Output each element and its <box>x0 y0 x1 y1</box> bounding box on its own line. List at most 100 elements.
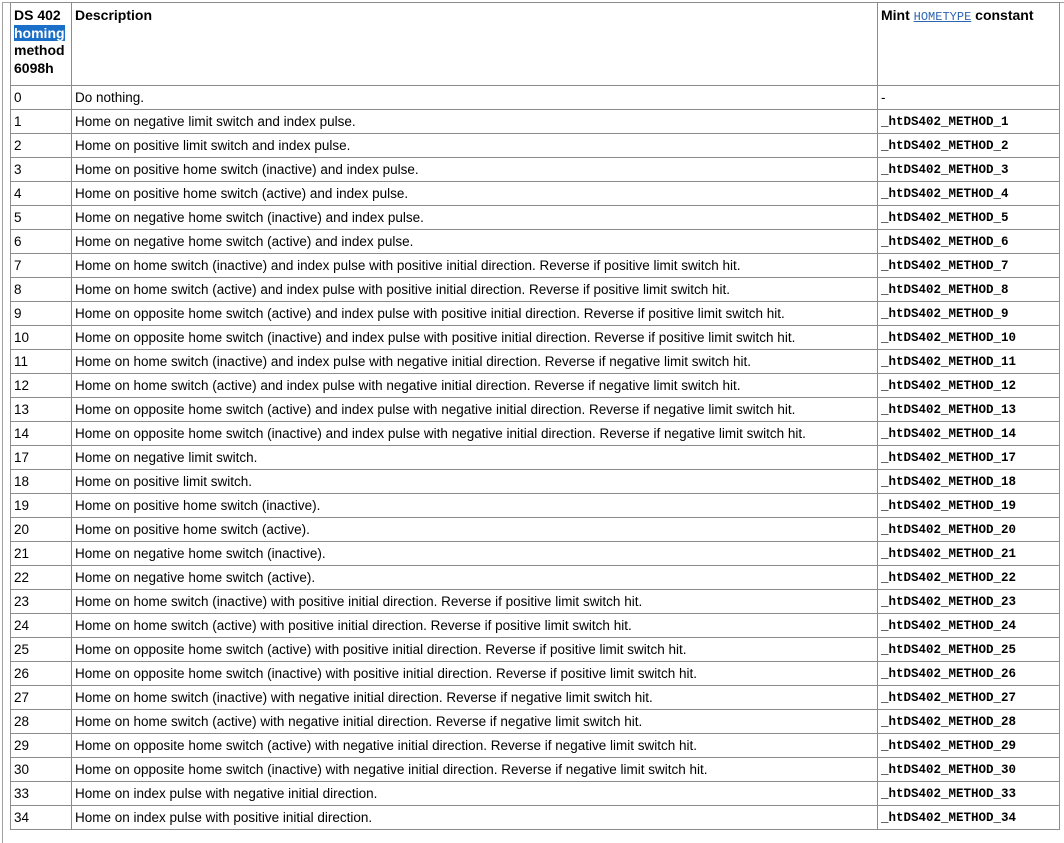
description-cell: Home on opposite home switch (inactive) … <box>71 325 878 350</box>
method-number-cell: 23 <box>10 589 72 614</box>
method-number-cell: 24 <box>10 613 72 638</box>
table-row: 3 Home on positive home switch (inactive)… <box>10 157 1060 182</box>
description-cell: Home on opposite home switch (active) an… <box>71 397 878 422</box>
description-cell: Home on positive limit switch. <box>71 469 878 494</box>
description-cell: Home on home switch (inactive) and index… <box>71 253 878 278</box>
description-cell: Home on opposite home switch (active) an… <box>71 301 878 326</box>
constant-cell: _htDS402_METHOD_11 <box>877 349 1060 374</box>
method-number-cell: 8 <box>10 277 72 302</box>
constant-cell: _htDS402_METHOD_29 <box>877 733 1060 758</box>
description-cell: Home on positive limit switch and index … <box>71 133 878 158</box>
constant-cell: _htDS402_METHOD_18 <box>877 469 1060 494</box>
method-number-cell: 6 <box>10 229 72 254</box>
description-cell: Home on home switch (active) with negati… <box>71 709 878 734</box>
table-row: 13 Home on opposite home switch (active) … <box>10 397 1060 422</box>
table-row: 8 Home on home switch (active) and index … <box>10 277 1060 302</box>
method-number-cell: 1 <box>10 109 72 134</box>
constant-cell: _htDS402_METHOD_4 <box>877 181 1060 206</box>
method-number-cell: 28 <box>10 709 72 734</box>
table-row: 22 Home on negative home switch (active).… <box>10 565 1060 590</box>
table-row: 6 Home on negative home switch (active) a… <box>10 229 1060 254</box>
table-row: 14 Home on opposite home switch (inactive… <box>10 421 1060 446</box>
description-cell: Home on negative limit switch. <box>71 445 878 470</box>
table-row: 28 Home on home switch (active) with nega… <box>10 709 1060 734</box>
description-cell: Home on home switch (inactive) and index… <box>71 349 878 374</box>
table-row: 2 Home on positive limit switch and index… <box>10 133 1060 158</box>
constant-cell: _htDS402_METHOD_33 <box>877 781 1060 806</box>
description-cell: Home on negative home switch (active). <box>71 565 878 590</box>
table-row: 5 Home on negative home switch (inactive)… <box>10 205 1060 230</box>
method-number-cell: 13 <box>10 397 72 422</box>
constant-cell: _htDS402_METHOD_12 <box>877 373 1060 398</box>
method-number-cell: 9 <box>10 301 72 326</box>
description-cell: Home on positive home switch (active) an… <box>71 181 878 206</box>
description-cell: Home on opposite home switch (active) wi… <box>71 733 878 758</box>
header-description: Description <box>71 2 878 86</box>
method-number-cell: 3 <box>10 157 72 182</box>
method-number-cell: 18 <box>10 469 72 494</box>
constant-cell: _htDS402_METHOD_13 <box>877 397 1060 422</box>
table-row: 10 Home on opposite home switch (inactive… <box>10 325 1060 350</box>
description-cell: Home on index pulse with negative initia… <box>71 781 878 806</box>
method-number-cell: 27 <box>10 685 72 710</box>
constant-cell: _htDS402_METHOD_5 <box>877 205 1060 230</box>
table-row: 20 Home on positive home switch (active).… <box>10 517 1060 542</box>
constant-cell: _htDS402_METHOD_25 <box>877 637 1060 662</box>
method-number-cell: 4 <box>10 181 72 206</box>
constant-cell: _htDS402_METHOD_8 <box>877 277 1060 302</box>
header-method: DS 402 homing method 6098h <box>10 2 72 86</box>
method-number-cell: 22 <box>10 565 72 590</box>
header-method-line1: DS 402 <box>14 7 61 23</box>
highlighted-text: homing <box>14 24 65 41</box>
description-cell: Home on positive home switch (inactive) … <box>71 157 878 182</box>
constant-cell: _htDS402_METHOD_23 <box>877 589 1060 614</box>
method-number-cell: 21 <box>10 541 72 566</box>
constant-cell: _htDS402_METHOD_7 <box>877 253 1060 278</box>
constant-cell: _htDS402_METHOD_34 <box>877 805 1060 830</box>
header-constant-prefix: Mint <box>881 7 910 23</box>
method-number-cell: 7 <box>10 253 72 278</box>
constant-cell: _htDS402_METHOD_20 <box>877 517 1060 542</box>
table-row: 26 Home on opposite home switch (inactive… <box>10 661 1060 686</box>
method-number-cell: 30 <box>10 757 72 782</box>
method-number-cell: 29 <box>10 733 72 758</box>
method-number-cell: 20 <box>10 517 72 542</box>
method-number-cell: 0 <box>10 85 72 110</box>
method-number-cell: 14 <box>10 421 72 446</box>
table-row: 17 Home on negative limit switch. _htDS402… <box>10 445 1060 470</box>
constant-cell: _htDS402_METHOD_26 <box>877 661 1060 686</box>
table-row: 0 Do nothing. - <box>10 85 1060 110</box>
method-number-cell: 26 <box>10 661 72 686</box>
description-cell: Do nothing. <box>71 85 878 110</box>
header-method-line3: method <box>14 42 65 58</box>
constant-cell: _htDS402_METHOD_2 <box>877 133 1060 158</box>
table-row: 27 Home on home switch (inactive) with ne… <box>10 685 1060 710</box>
method-number-cell: 33 <box>10 781 72 806</box>
hometype-link[interactable]: HOMETYPE <box>913 10 972 24</box>
description-cell: Home on home switch (active) and index p… <box>71 373 878 398</box>
description-cell: Home on positive home switch (inactive). <box>71 493 878 518</box>
table-row: 18 Home on positive limit switch. _htDS402… <box>10 469 1060 494</box>
table-row: 23 Home on home switch (inactive) with po… <box>10 589 1060 614</box>
method-number-cell: 25 <box>10 637 72 662</box>
constant-cell: _htDS402_METHOD_9 <box>877 301 1060 326</box>
constant-cell: _htDS402_METHOD_19 <box>877 493 1060 518</box>
table-row: 30 Home on opposite home switch (inactive… <box>10 757 1060 782</box>
table-row: 29 Home on opposite home switch (active) … <box>10 733 1060 758</box>
description-cell: Home on home switch (inactive) with posi… <box>71 589 878 614</box>
constant-cell: _htDS402_METHOD_21 <box>877 541 1060 566</box>
method-number-cell: 10 <box>10 325 72 350</box>
constant-cell: _htDS402_METHOD_22 <box>877 565 1060 590</box>
table-row: 24 Home on home switch (active) with posi… <box>10 613 1060 638</box>
method-number-cell: 19 <box>10 493 72 518</box>
header-constant: Mint HOMETYPE constant <box>877 2 1060 86</box>
constant-cell: _htDS402_METHOD_24 <box>877 613 1060 638</box>
method-number-cell: 17 <box>10 445 72 470</box>
header-method-line4: 6098h <box>14 59 54 76</box>
table-row: 25 Home on opposite home switch (active) … <box>10 637 1060 662</box>
method-number-cell: 2 <box>10 133 72 158</box>
homing-methods-table: DS 402 homing method 6098h Description M… <box>10 2 1060 830</box>
constant-cell: _htDS402_METHOD_17 <box>877 445 1060 470</box>
description-cell: Home on opposite home switch (inactive) … <box>71 421 878 446</box>
description-cell: Home on opposite home switch (inactive) … <box>71 661 878 686</box>
